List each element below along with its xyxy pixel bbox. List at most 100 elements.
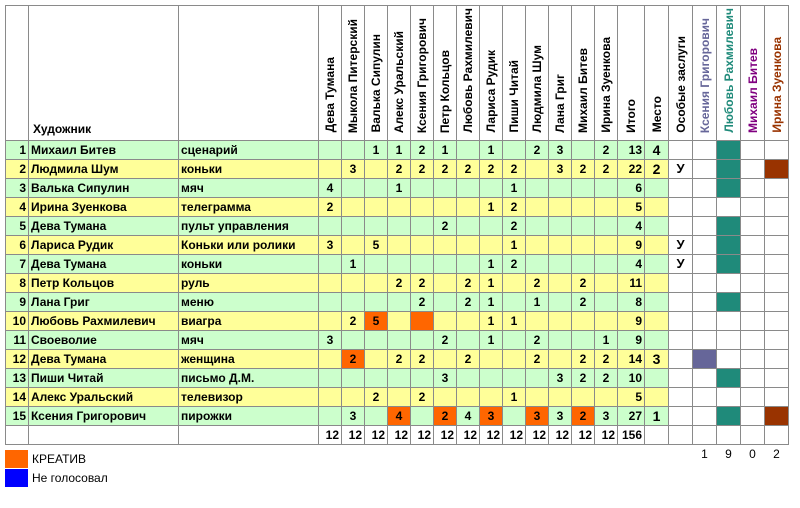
row-total: 9 — [617, 329, 645, 350]
item-name: руль — [178, 272, 319, 293]
vote: 2 — [502, 158, 526, 179]
vote: 1 — [502, 386, 526, 407]
nominee-header: Ирина Зуенкова — [769, 37, 784, 133]
nomination — [716, 253, 741, 274]
nomination — [764, 329, 789, 350]
vote: 1 — [502, 310, 526, 331]
artist-name: Дева Тумана — [28, 215, 179, 236]
nomination — [716, 291, 741, 312]
vote — [502, 291, 526, 312]
special: У — [668, 158, 693, 179]
vote: 2 — [456, 291, 480, 312]
vote: 2 — [594, 348, 618, 369]
voter-header-cell: Дева Тумана — [318, 5, 342, 141]
nomination — [692, 386, 717, 407]
vote — [364, 348, 388, 369]
vote — [364, 367, 388, 388]
vote: 2 — [502, 196, 526, 217]
vote — [341, 272, 365, 293]
vote — [594, 253, 618, 274]
vote — [525, 158, 549, 179]
vote — [387, 253, 411, 274]
blank — [595, 444, 618, 463]
blank — [365, 444, 388, 463]
legend-item: КРЕАТИВ — [5, 449, 108, 468]
place — [644, 310, 669, 331]
blank — [480, 444, 503, 463]
vote — [410, 405, 434, 426]
voter-header: Пиши Читай — [507, 60, 521, 133]
blank — [319, 444, 342, 463]
nomination — [764, 367, 789, 388]
vote — [479, 348, 503, 369]
row-number: 5 — [5, 215, 29, 236]
empty-cell — [28, 424, 179, 445]
vote — [571, 253, 595, 274]
vote — [364, 196, 388, 217]
voter-header: Дева Тумана — [323, 57, 337, 133]
nomination — [692, 196, 717, 217]
vote: 2 — [410, 386, 434, 407]
totals-row: 12 12 12 12 12 12 12 12 12 12 12 12 12 156 — [5, 424, 789, 445]
empty-cell — [644, 424, 669, 445]
vote — [548, 329, 572, 350]
vote — [571, 139, 595, 160]
vote: 3 — [341, 405, 365, 426]
column-total: 12 — [364, 424, 388, 445]
nomination — [692, 177, 717, 198]
place — [644, 196, 669, 217]
voter-header: Петр Кольцов — [438, 49, 452, 133]
vote: 2 — [410, 272, 434, 293]
nomination — [716, 329, 741, 350]
vote: 2 — [571, 405, 595, 426]
nomination — [740, 215, 765, 236]
artist-row: 12 Дева Тумана женщина 2 2 2 2 2 2 2 14 3 — [5, 348, 789, 369]
vote: 4 — [387, 405, 411, 426]
vote: 2 — [364, 386, 388, 407]
vote — [571, 310, 595, 331]
vote — [433, 196, 457, 217]
special — [668, 196, 693, 217]
artist-name: Ирина Зуенкова — [28, 196, 179, 217]
vote — [387, 329, 411, 350]
vote: 2 — [410, 158, 434, 179]
vote — [387, 367, 411, 388]
vote — [594, 310, 618, 331]
artist-name: Михаил Битев — [28, 139, 179, 160]
vote — [525, 367, 549, 388]
vote — [548, 348, 572, 369]
artist-row: 10 Любовь Рахмилевич виагра 2 5 1 1 9 — [5, 310, 789, 331]
vote — [548, 253, 572, 274]
nomination — [740, 158, 765, 179]
total-header: Итого — [624, 98, 638, 133]
nomination — [716, 310, 741, 331]
blank — [179, 444, 319, 463]
voter-header-cell: Валька Сипулин — [364, 5, 388, 141]
vote — [548, 386, 572, 407]
vote — [364, 291, 388, 312]
voter-header: Мыкола Питерский — [346, 18, 360, 133]
artist-header: Художник — [28, 5, 179, 141]
vote — [525, 310, 549, 331]
vote — [410, 215, 434, 236]
empty-cell — [178, 424, 319, 445]
empty-cell — [764, 424, 789, 445]
vote — [387, 234, 411, 255]
nominee-total: 0 — [749, 446, 756, 461]
row-number: 2 — [5, 158, 29, 179]
special — [668, 386, 693, 407]
vote — [479, 177, 503, 198]
vote: 1 — [479, 253, 503, 274]
voter-header-cell: Людмила Шум — [525, 5, 549, 141]
nominee-total: 9 — [725, 446, 732, 461]
vote — [410, 367, 434, 388]
row-total: 5 — [617, 196, 645, 217]
empty-cell — [716, 424, 741, 445]
nomination — [692, 253, 717, 274]
vote: 1 — [525, 291, 549, 312]
legend-label: КРЕАТИВ — [32, 451, 87, 466]
row-total: 8 — [617, 291, 645, 312]
vote: 2 — [387, 348, 411, 369]
place — [644, 234, 669, 255]
